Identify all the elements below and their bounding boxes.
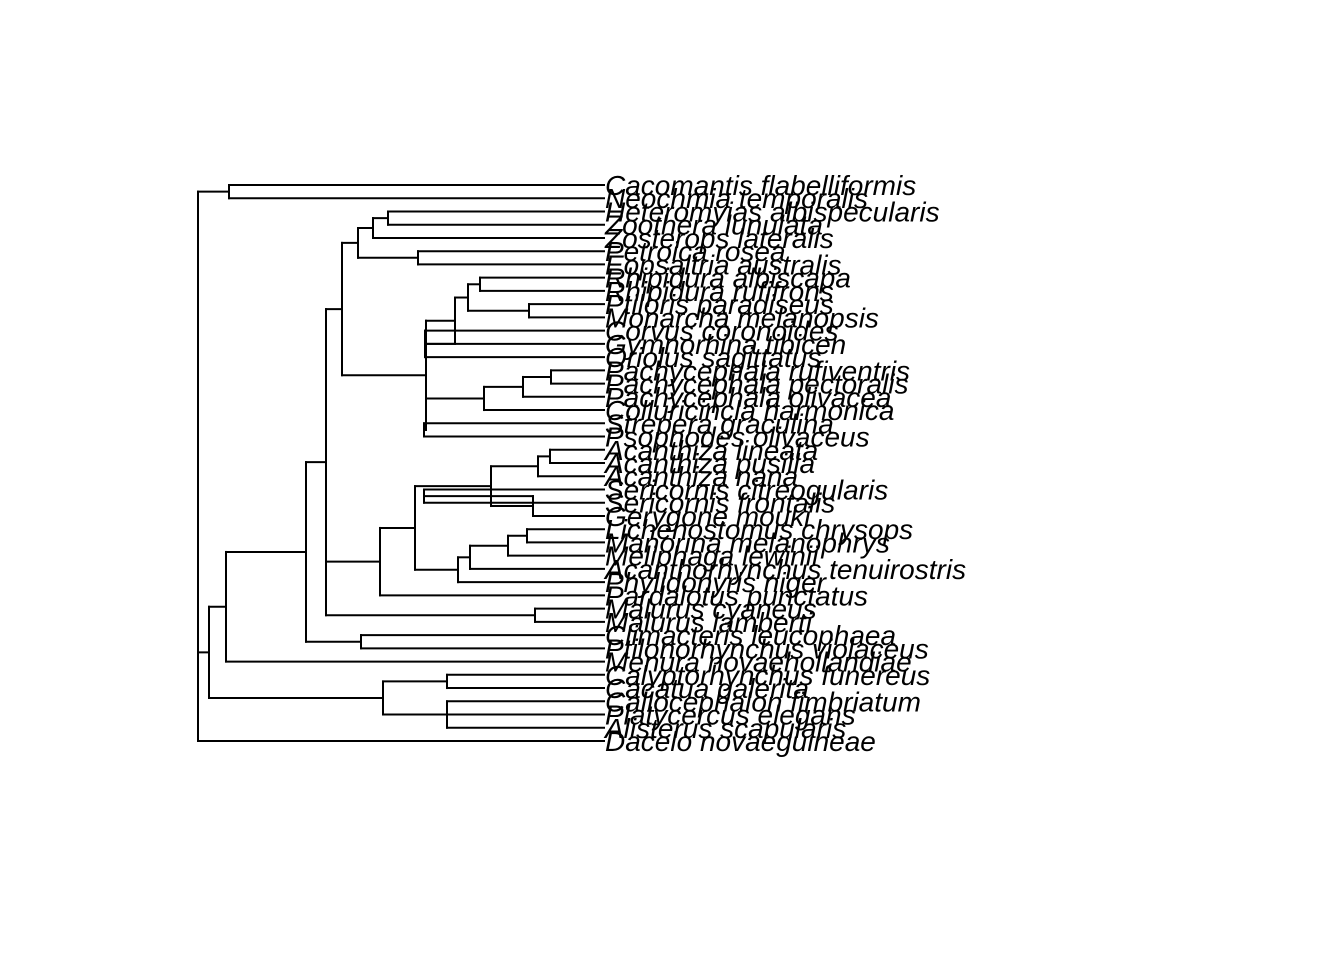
- tip-label: Acanthiza lineata: [603, 435, 818, 466]
- tip-label: Sericornis frontalis: [605, 488, 835, 519]
- tip-label: Acanthorhynchus tenuirostris: [603, 554, 966, 585]
- tip-label: Menura novaehollandiae: [605, 647, 912, 678]
- tip-label: Alisterus scapularis: [603, 713, 846, 744]
- tip-label: Malurus lamberti: [605, 607, 813, 638]
- tip-label: Ptilonorhynchus violaceus: [605, 633, 929, 664]
- tip-label: Monarcha melanopsis: [605, 302, 879, 333]
- tip-label: Psophodes olivaceus: [605, 422, 870, 453]
- tip-label: Pachycephala olivacea: [605, 382, 891, 413]
- tip-label: Rhipidura rufifrons: [605, 276, 834, 307]
- tip-label: Sericornis citreogularis: [605, 474, 888, 505]
- tip-label: Gymnorhina tibicen: [605, 329, 846, 360]
- tip-label: Oriolus sagittatus: [605, 342, 821, 373]
- tip-label: Climacteris leucophaea: [605, 620, 896, 651]
- tip-label: Acanthiza pusilla: [603, 448, 815, 479]
- tip-label: Neochmia temporalis: [605, 183, 868, 214]
- tip-label: Heteromyias albispecularis: [605, 196, 940, 227]
- tip-label: Zoothera lunulata: [604, 210, 823, 241]
- tip-label: Corvus coronoides: [605, 316, 838, 347]
- tip-label: Manorina melanophrys: [605, 527, 890, 558]
- tip-label: Eopsaltria australis: [605, 249, 842, 280]
- tip-label: Rhipidura albiscapa: [605, 263, 851, 294]
- tip-label: Meliphaga lewinii: [605, 541, 819, 572]
- tip-label: Zosterops lateralis: [604, 223, 834, 254]
- tip-label: Ptiloris paradiseus: [605, 289, 834, 320]
- tip-label: Lichenostomus chrysops: [605, 514, 913, 545]
- tip-label: Strepera graculina: [605, 408, 834, 439]
- tip-label: Malurus cyaneus: [605, 594, 817, 625]
- tip-label: Dacelo novaeguineae: [605, 726, 876, 757]
- tip-label: Colluricincla harmonica: [605, 395, 894, 426]
- tip-label: Gerygone mouki: [605, 501, 811, 532]
- tip-label: Cacatua galerita: [605, 673, 809, 704]
- tip-label: Pardalotus punctatus: [605, 580, 868, 611]
- tip-label: Calyptorhynchus funereus: [605, 660, 930, 691]
- tip-label: Cacomantis flabelliformis: [605, 170, 916, 201]
- tip-label: Phylidonyris niger: [605, 567, 828, 598]
- tip-label: Pachycephala rufiventris: [605, 355, 910, 386]
- tip-label: Callocephalon fimbriatum: [605, 686, 921, 717]
- tip-label: Platycercus elegans: [605, 700, 856, 731]
- tree-branches: [197, 184, 605, 742]
- tip-label: Pachycephala pectoralis: [605, 369, 909, 400]
- tip-label: Acanthiza nana: [603, 461, 798, 492]
- tip-label: Petroica rosea: [605, 236, 786, 267]
